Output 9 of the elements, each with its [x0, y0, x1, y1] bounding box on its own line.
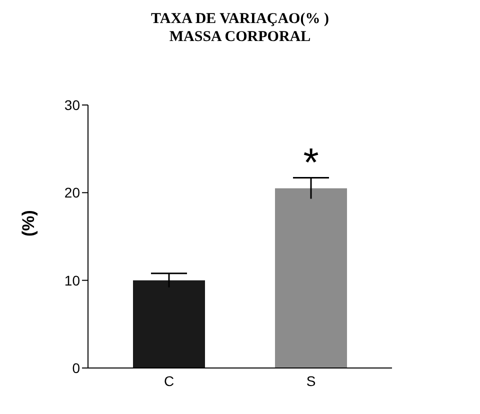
x-tick-label: C	[164, 372, 174, 389]
y-tick-label: 10	[64, 272, 80, 288]
x-tick-label: S	[306, 372, 316, 389]
y-tick-label: 0	[72, 360, 80, 376]
y-axis-title: (%)	[19, 210, 38, 236]
y-tick-label: 30	[64, 96, 80, 113]
chart-title: TAXA DE VARIAÇAO(% ) MASSA CORPORAL	[150, 10, 330, 46]
y-tick-label: 20	[64, 184, 80, 201]
annotation: *	[303, 141, 319, 186]
